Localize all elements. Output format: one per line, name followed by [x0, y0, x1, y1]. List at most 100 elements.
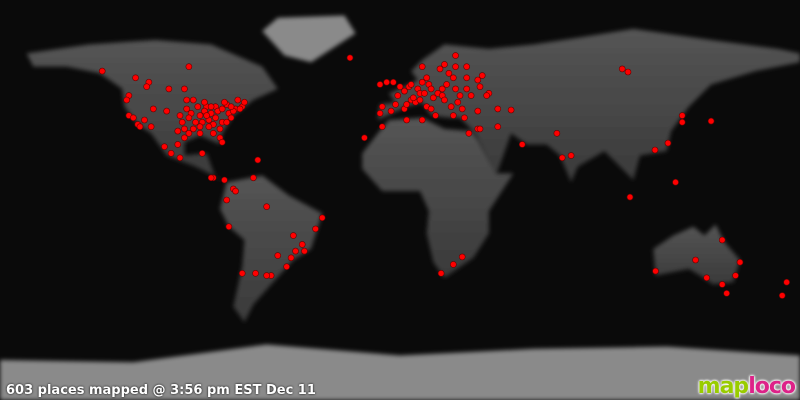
place-marker[interactable] [452, 63, 459, 70]
place-marker[interactable] [98, 67, 106, 75]
place-marker[interactable] [418, 63, 426, 70]
place-marker[interactable] [672, 178, 679, 186]
place-marker[interactable] [181, 134, 188, 142]
place-marker[interactable] [123, 96, 130, 104]
place-marker[interactable] [383, 78, 390, 86]
place-marker[interactable] [403, 101, 410, 108]
place-marker[interactable] [147, 123, 155, 130]
place-marker[interactable] [223, 196, 230, 204]
place-marker[interactable] [207, 103, 215, 110]
place-marker[interactable] [652, 267, 659, 275]
place-marker[interactable] [346, 54, 354, 62]
place-marker[interactable] [441, 61, 448, 68]
place-marker[interactable] [174, 127, 182, 135]
place-marker[interactable] [238, 270, 246, 277]
place-marker[interactable] [192, 118, 199, 126]
place-marker[interactable] [567, 152, 575, 159]
place-marker[interactable] [183, 96, 190, 104]
place-marker[interactable] [474, 76, 482, 84]
place-marker[interactable] [394, 92, 402, 99]
place-marker[interactable] [210, 130, 217, 137]
place-marker[interactable] [465, 130, 473, 137]
place-marker[interactable] [252, 270, 259, 277]
place-marker[interactable] [432, 112, 439, 119]
place-marker[interactable] [218, 105, 226, 113]
place-marker[interactable] [225, 223, 233, 230]
place-marker[interactable] [194, 103, 202, 110]
place-marker[interactable] [263, 203, 270, 210]
place-marker[interactable] [403, 116, 410, 124]
place-marker[interactable] [438, 85, 446, 93]
place-marker[interactable] [227, 103, 235, 110]
place-marker[interactable] [361, 134, 368, 142]
place-marker[interactable] [494, 105, 502, 113]
place-marker[interactable] [463, 85, 470, 93]
place-marker[interactable] [463, 74, 470, 82]
place-marker[interactable] [407, 81, 415, 88]
place-marker[interactable] [312, 225, 319, 233]
place-marker[interactable] [553, 130, 561, 137]
place-marker[interactable] [441, 96, 448, 104]
place-marker[interactable] [454, 98, 462, 106]
place-marker[interactable] [196, 112, 204, 119]
place-marker[interactable] [452, 85, 459, 93]
place-marker[interactable] [190, 125, 197, 133]
place-marker[interactable] [203, 112, 210, 119]
place-marker[interactable] [718, 281, 726, 288]
place-marker[interactable] [378, 103, 386, 110]
place-marker[interactable] [216, 125, 224, 133]
place-marker[interactable] [518, 141, 526, 148]
place-marker[interactable] [450, 261, 457, 268]
place-marker[interactable] [392, 101, 399, 108]
place-marker[interactable] [450, 74, 457, 82]
place-marker[interactable] [427, 105, 435, 113]
place-marker[interactable] [141, 116, 148, 124]
place-marker[interactable] [664, 139, 672, 147]
place-marker[interactable] [196, 123, 204, 130]
place-marker[interactable] [378, 123, 386, 130]
place-marker[interactable] [221, 176, 228, 184]
place-marker[interactable] [283, 263, 290, 270]
place-marker[interactable] [461, 114, 468, 122]
place-marker[interactable] [185, 114, 193, 122]
place-marker[interactable] [445, 70, 453, 77]
place-marker[interactable] [236, 105, 244, 113]
place-marker[interactable] [437, 270, 445, 277]
place-marker[interactable] [618, 65, 626, 73]
place-marker[interactable] [150, 105, 157, 113]
place-marker[interactable] [221, 98, 228, 106]
place-marker[interactable] [205, 123, 213, 130]
place-marker[interactable] [241, 98, 248, 106]
place-marker[interactable] [178, 118, 186, 126]
place-marker[interactable] [227, 114, 235, 122]
place-marker[interactable] [718, 236, 726, 244]
place-marker[interactable] [298, 241, 306, 248]
place-marker[interactable] [136, 123, 144, 130]
place-marker[interactable] [452, 52, 459, 59]
place-marker[interactable] [678, 112, 686, 119]
place-marker[interactable] [467, 92, 475, 99]
place-marker[interactable] [723, 290, 730, 297]
maploco-logo[interactable]: maploco [697, 374, 796, 399]
place-marker[interactable] [161, 143, 168, 150]
place-marker[interactable] [190, 96, 197, 104]
place-marker[interactable] [474, 107, 482, 115]
place-marker[interactable] [263, 272, 270, 279]
place-marker[interactable] [443, 81, 450, 88]
place-marker[interactable] [624, 68, 632, 76]
place-marker[interactable] [274, 252, 282, 259]
place-marker[interactable] [201, 98, 208, 106]
place-marker[interactable] [174, 141, 182, 148]
place-marker[interactable] [458, 253, 466, 261]
place-marker[interactable] [212, 114, 219, 122]
place-marker[interactable] [483, 92, 490, 99]
place-marker[interactable] [387, 107, 395, 115]
place-marker[interactable] [494, 123, 502, 130]
place-marker[interactable] [232, 187, 239, 195]
place-marker[interactable] [736, 258, 744, 266]
place-marker[interactable] [707, 117, 715, 125]
place-marker[interactable] [421, 90, 428, 97]
place-marker[interactable] [176, 112, 184, 119]
place-marker[interactable] [476, 83, 484, 90]
